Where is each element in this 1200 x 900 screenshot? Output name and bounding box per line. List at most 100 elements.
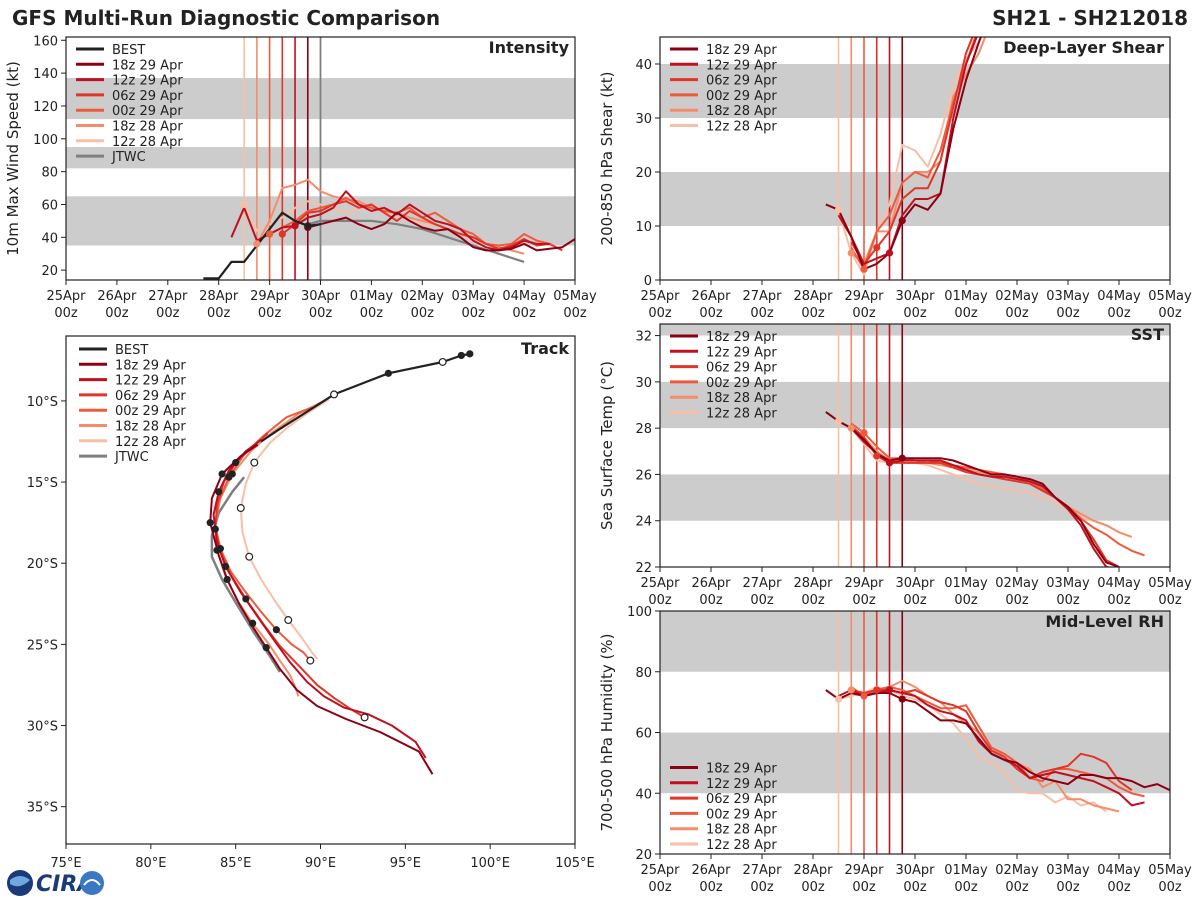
series-line-18z-29-apr [825,37,982,271]
x-tick-hour: 00z [954,306,978,321]
x-tick-date: 29Apr [844,289,884,304]
x-tick-date: 30Apr [895,576,935,591]
y-tick-label: 60 [635,727,652,742]
x-tick-hour: 00z [852,306,876,321]
legend-label: BEST [112,43,145,58]
x-tick-date: 26Apr [691,289,731,304]
latitude-tick-label: 30°S [27,720,58,735]
y-axis-label: 200-850 hPa Shear (kt) [598,72,616,246]
x-tick-hour: 00z [512,306,536,321]
x-tick-hour: 00z [801,880,825,895]
series-marker [278,230,286,238]
series-marker [847,686,855,694]
series-line-best [203,211,321,280]
y-tick-label: 80 [635,666,652,681]
x-tick-date: 01May [944,576,988,591]
y-tick-label: 100 [33,133,58,148]
track-line-12z-28-apr [239,398,330,660]
x-tick-hour: 00z [1056,306,1080,321]
series-line-18z-29-apr [307,211,575,252]
y-tick-label: 22 [635,561,652,576]
series-line-18z-29-apr [825,411,1120,567]
x-tick-date: 04May [1097,289,1141,304]
series-marker [847,249,855,257]
shaded-band [660,611,1170,672]
x-tick-date: 03May [1046,576,1090,591]
legend-label: 18z 29 Apr [115,358,186,373]
x-tick-date: 26Apr [691,576,731,591]
x-tick-hour: 00z [1005,880,1029,895]
x-tick-hour: 00z [309,306,333,321]
x-tick-hour: 00z [156,306,180,321]
legend-label: 12z 28 Apr [112,135,183,150]
x-tick-hour: 00z [750,880,774,895]
series-line-12z-29-apr [837,37,978,265]
longitude-tick-label: 90°E [305,856,336,871]
y-tick-label: 20 [635,166,652,181]
x-tick-date: 28Apr [199,289,239,304]
legend-label: 06z 29 Apr [706,74,777,89]
legend-label: 18z 28 Apr [706,104,777,119]
track-line-jtwc [210,476,281,673]
x-tick-hour: 00z [360,306,384,321]
series-marker [860,265,868,273]
legend-label: 18z 29 Apr [112,58,183,73]
x-tick-date: 28Apr [793,576,833,591]
series-marker [253,240,261,248]
series-line-06z-29-apr [281,200,563,252]
series-marker [873,244,881,252]
y-tick-label: 24 [635,515,652,530]
y-axis-label: 700-500 hPa Humidity (%) [598,633,616,831]
x-tick-hour: 00z [954,593,978,608]
track-position-marker [221,562,230,571]
x-tick-hour: 00z [563,306,587,321]
x-tick-hour: 00z [1107,306,1131,321]
x-tick-hour: 00z [750,306,774,321]
track-position-marker [211,525,219,533]
panel-title: Mid-Level RH [1045,612,1164,631]
x-tick-date: 27Apr [742,289,782,304]
series-marker [834,695,843,703]
x-tick-date: 02May [401,289,445,304]
track-position-marker [249,619,257,627]
x-tick-hour: 00z [648,880,672,895]
panel-title: Deep-Layer Shear [1003,38,1164,57]
track-position-marker [206,519,214,527]
legend-label: 12z 28 Apr [115,435,186,450]
x-tick-date: 03May [1046,863,1090,878]
legend-label: 12z 29 Apr [706,345,777,360]
x-tick-date: 30Apr [895,863,935,878]
longitude-tick-label: 80°E [135,856,166,871]
track-position-marker [262,644,270,652]
x-tick-hour: 00z [1158,306,1182,321]
shaded-band [660,474,1170,521]
x-tick-date: 26Apr [97,289,137,304]
x-tick-hour: 00z [1005,593,1029,608]
legend-label: 18z 28 Apr [112,120,183,135]
track-line-12z-29-apr [212,439,427,759]
x-tick-date: 28Apr [793,863,833,878]
logo-badge-swoosh-icon [83,879,101,886]
latitude-tick-label: 10°S [27,395,58,410]
series-marker [834,206,843,214]
x-tick-date: 04May [502,289,546,304]
y-tick-label: 140 [33,67,58,82]
x-tick-hour: 00z [462,306,486,321]
legend-label: 00z 29 Apr [706,807,777,822]
legend-label: BEST [115,343,148,358]
track-position-marker-open [284,616,293,625]
x-tick-hour: 00z [648,306,672,321]
x-tick-hour: 00z [1005,306,1029,321]
x-tick-hour: 00z [699,593,723,608]
longitude-tick-label: 100°E [470,856,510,871]
x-tick-date: 28Apr [793,289,833,304]
y-tick-label: 160 [33,34,58,49]
legend-label: 12z 28 Apr [706,407,777,422]
x-tick-hour: 00z [648,593,672,608]
x-tick-date: 27Apr [148,289,188,304]
legend-label: 12z 29 Apr [706,777,777,792]
x-tick-hour: 00z [903,593,927,608]
y-tick-label: 28 [635,422,652,437]
legend-label: 06z 29 Apr [112,89,183,104]
shear-panel: 0 10 20 30 40 25Apr 00z 26Apr 00z 27Apr 00z 28Apr 00… [598,36,1192,321]
